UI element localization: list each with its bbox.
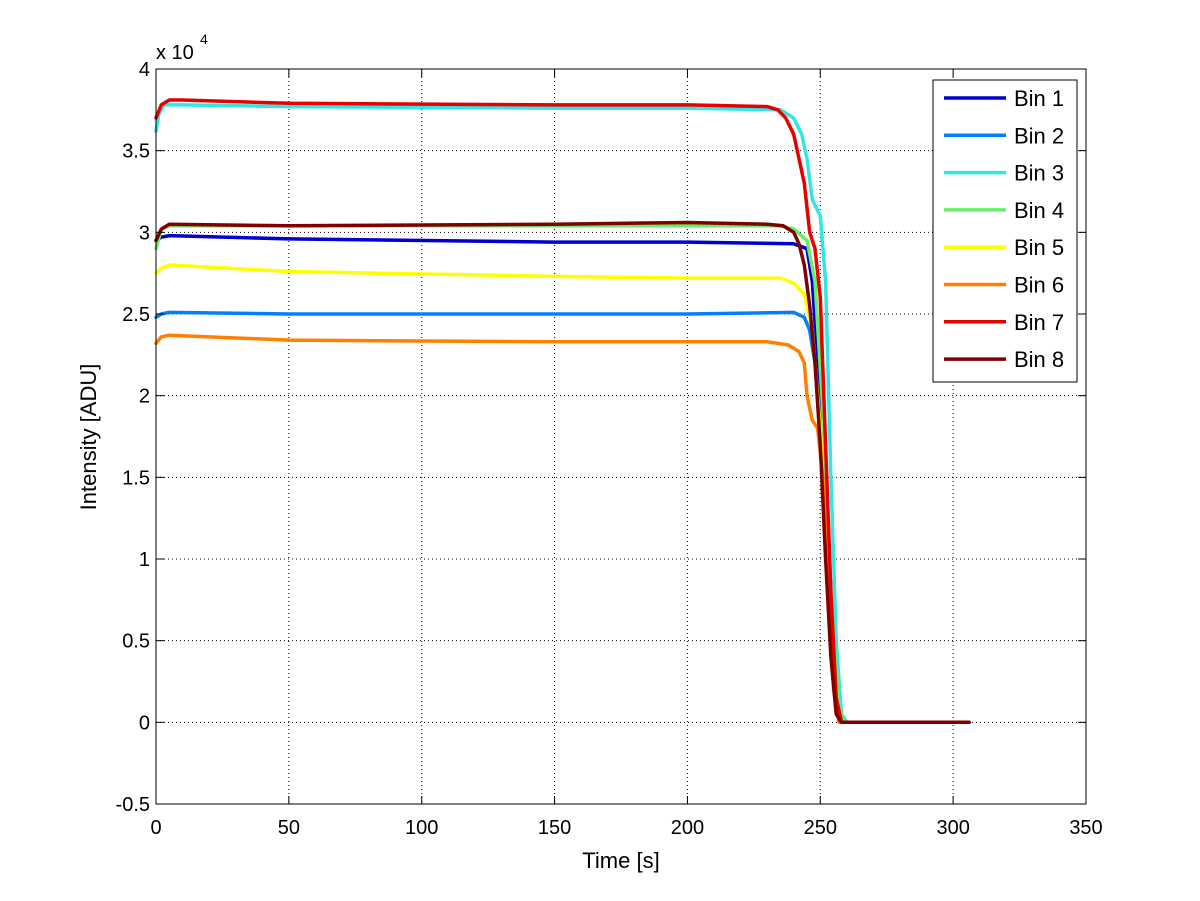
series-line-bin-7 bbox=[154, 98, 971, 725]
x-axis-label: Time [s] bbox=[582, 848, 659, 873]
legend-box bbox=[932, 79, 1078, 383]
series-group bbox=[154, 98, 971, 725]
x-tick-label: 200 bbox=[671, 817, 704, 839]
plot-frame bbox=[155, 68, 1087, 805]
y-tick-label: 2 bbox=[139, 386, 150, 408]
legend-label-bin-7: Bin 7 bbox=[1014, 310, 1064, 335]
y-tick-label: 3.5 bbox=[122, 141, 150, 163]
legend-label-bin-2: Bin 2 bbox=[1014, 123, 1064, 148]
y-tick-label: 2.5 bbox=[122, 304, 150, 326]
y-tick-label: 3 bbox=[139, 222, 150, 244]
series-line-bin-3 bbox=[154, 103, 971, 725]
x-tick-label: 350 bbox=[1069, 817, 1102, 839]
y-tick-label: -0.5 bbox=[116, 794, 150, 816]
x-tick-label: 150 bbox=[538, 817, 571, 839]
legend-label-bin-5: Bin 5 bbox=[1014, 235, 1064, 260]
legend-label-bin-3: Bin 3 bbox=[1014, 161, 1064, 186]
ticks: 0 50 100 150 200 250 300 350-0.500.511.522.533.… bbox=[116, 59, 1103, 839]
legend: Bin 1 Bin 2 Bin 3 Bin 4 Bin 5 Bin 6 Bin 7 Bin 8 bbox=[932, 79, 1078, 383]
y-axis-multiplier: x 10 bbox=[156, 42, 194, 64]
plot-area bbox=[156, 69, 1086, 804]
y-tick-label: 1.5 bbox=[122, 467, 150, 489]
y-axis-multiplier-exponent: 4 bbox=[200, 31, 208, 47]
x-tick-label: 50 bbox=[278, 817, 300, 839]
x-tick-label: 100 bbox=[405, 817, 438, 839]
y-tick-label: 0.5 bbox=[122, 631, 150, 653]
x-tick-label: 300 bbox=[936, 817, 969, 839]
y-tick-label: 1 bbox=[139, 549, 150, 571]
y-tick-label: 4 bbox=[139, 59, 150, 81]
legend-label-bin-6: Bin 6 bbox=[1014, 273, 1064, 298]
legend-label-bin-4: Bin 4 bbox=[1014, 198, 1064, 223]
x-tick-label: 250 bbox=[804, 817, 837, 839]
legend-label-bin-1: Bin 1 bbox=[1014, 86, 1064, 111]
y-tick-label: 0 bbox=[139, 712, 150, 734]
x-tick-label: 0 bbox=[150, 817, 161, 839]
y-axis-label: Intensity [ADU] bbox=[76, 364, 101, 511]
series-line-bin-8 bbox=[154, 220, 971, 725]
legend-label-bin-8: Bin 8 bbox=[1014, 347, 1064, 372]
